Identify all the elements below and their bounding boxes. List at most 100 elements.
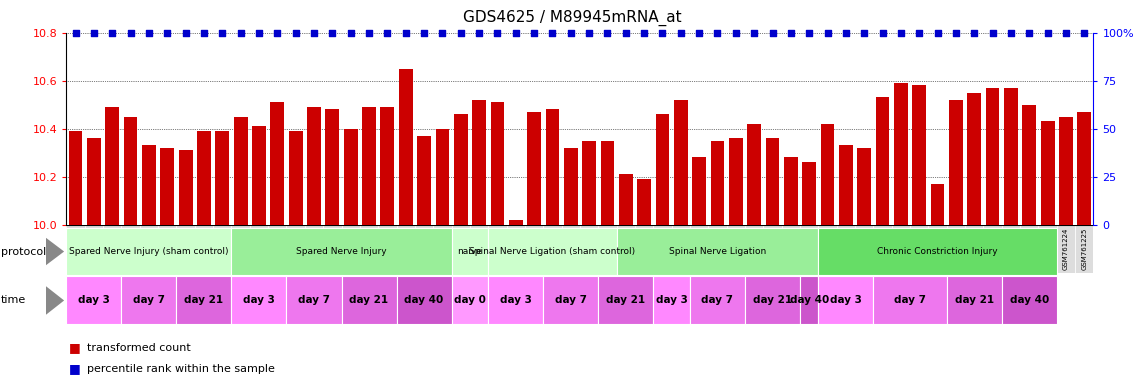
Bar: [949, 100, 963, 225]
Point: [561, 30, 579, 36]
Point: [599, 30, 617, 36]
Point: [1075, 30, 1093, 36]
Point: [66, 30, 85, 36]
Point: [323, 30, 341, 36]
Bar: [543, 276, 599, 324]
Text: GSM761239: GSM761239: [550, 227, 555, 270]
Text: protocol: protocol: [1, 247, 47, 257]
Bar: [195, 225, 213, 273]
Bar: [563, 148, 577, 225]
Bar: [488, 276, 543, 324]
Text: GSM761252: GSM761252: [293, 227, 299, 270]
Text: GSM761219: GSM761219: [971, 227, 978, 270]
Text: GSM761225: GSM761225: [1081, 227, 1088, 270]
Bar: [197, 131, 211, 225]
Point: [947, 30, 965, 36]
Bar: [1004, 88, 1018, 225]
Bar: [506, 225, 524, 273]
Text: day 3: day 3: [78, 295, 110, 306]
Bar: [931, 184, 945, 225]
Bar: [305, 225, 323, 273]
Bar: [323, 225, 341, 273]
Bar: [289, 131, 302, 225]
Text: GSM761268: GSM761268: [202, 227, 207, 270]
Bar: [85, 225, 103, 273]
Bar: [874, 276, 947, 324]
Bar: [986, 88, 1000, 225]
Bar: [874, 225, 892, 273]
Text: GSM761229: GSM761229: [733, 227, 739, 270]
Bar: [1077, 112, 1091, 225]
Bar: [1022, 105, 1036, 225]
Text: GSM761226: GSM761226: [678, 227, 684, 270]
Bar: [488, 228, 617, 275]
Bar: [819, 225, 837, 273]
Bar: [158, 225, 176, 273]
Bar: [87, 138, 101, 225]
Bar: [105, 107, 119, 225]
Text: time: time: [1, 295, 26, 306]
Text: GSM761255: GSM761255: [348, 227, 354, 270]
Bar: [69, 131, 82, 225]
Point: [414, 30, 433, 36]
Bar: [378, 225, 396, 273]
Point: [929, 30, 947, 36]
Text: GSM761230: GSM761230: [751, 227, 757, 270]
Bar: [858, 148, 871, 225]
Bar: [268, 225, 286, 273]
Bar: [561, 225, 581, 273]
Text: GSM761218: GSM761218: [953, 227, 958, 270]
Text: day 7: day 7: [894, 295, 926, 306]
Bar: [433, 225, 451, 273]
Point: [690, 30, 709, 36]
Point: [378, 30, 396, 36]
Bar: [690, 225, 709, 273]
Bar: [472, 100, 485, 225]
Bar: [176, 276, 231, 324]
Polygon shape: [46, 238, 64, 265]
Text: day 3: day 3: [830, 295, 862, 306]
Bar: [66, 228, 231, 275]
Text: day 40: day 40: [1010, 295, 1049, 306]
Text: GSM761216: GSM761216: [916, 227, 922, 270]
Point: [360, 30, 378, 36]
Point: [1020, 30, 1039, 36]
Bar: [527, 112, 540, 225]
Text: GDS4625 / M89945mRNA_at: GDS4625 / M89945mRNA_at: [464, 10, 681, 26]
Text: day 3: day 3: [243, 295, 275, 306]
Bar: [270, 102, 284, 225]
Bar: [1002, 276, 1057, 324]
Text: GSM761224: GSM761224: [1063, 227, 1069, 270]
Point: [654, 30, 672, 36]
Text: GSM761251: GSM761251: [275, 227, 281, 270]
Bar: [1039, 225, 1057, 273]
Bar: [638, 179, 652, 225]
Text: day 7: day 7: [133, 295, 165, 306]
Bar: [1075, 225, 1093, 273]
Bar: [453, 114, 467, 225]
Point: [764, 30, 782, 36]
Text: GSM761263: GSM761263: [109, 227, 116, 270]
Text: GSM761256: GSM761256: [366, 227, 372, 270]
Text: day 21: day 21: [184, 295, 223, 306]
Point: [140, 30, 158, 36]
Bar: [160, 148, 174, 225]
Polygon shape: [46, 286, 64, 315]
Bar: [488, 225, 506, 273]
Bar: [543, 225, 561, 273]
Bar: [451, 228, 488, 275]
Point: [672, 30, 690, 36]
Bar: [545, 109, 559, 225]
Bar: [579, 225, 599, 273]
Text: GSM761258: GSM761258: [403, 227, 409, 270]
Bar: [142, 146, 156, 225]
Bar: [1020, 225, 1039, 273]
Bar: [910, 225, 929, 273]
Bar: [837, 225, 855, 273]
Point: [745, 30, 764, 36]
Text: GSM761217: GSM761217: [934, 227, 940, 270]
Bar: [766, 138, 780, 225]
Bar: [674, 100, 688, 225]
Bar: [709, 225, 727, 273]
Text: GSM761232: GSM761232: [788, 227, 793, 270]
